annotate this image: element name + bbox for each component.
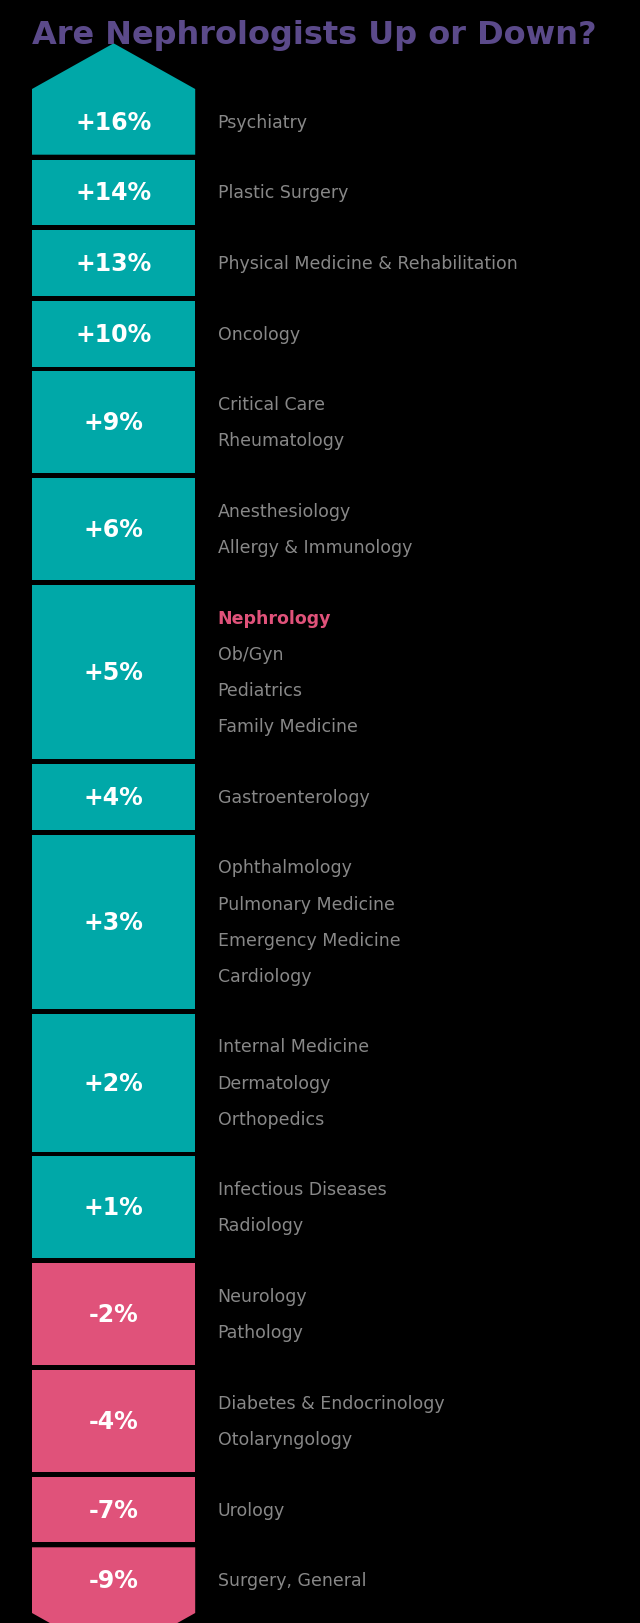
FancyBboxPatch shape — [32, 230, 195, 297]
Text: Pulmonary Medicine: Pulmonary Medicine — [218, 894, 394, 914]
Text: -4%: -4% — [89, 1409, 138, 1433]
FancyBboxPatch shape — [32, 1370, 195, 1472]
Text: Are Nephrologists Up or Down?: Are Nephrologists Up or Down? — [32, 19, 596, 50]
Text: Ob/Gyn: Ob/Gyn — [218, 646, 283, 664]
Text: +4%: +4% — [84, 786, 143, 810]
Text: Neurology: Neurology — [218, 1287, 307, 1305]
Text: Orthopedics: Orthopedics — [218, 1110, 324, 1128]
Polygon shape — [32, 1547, 195, 1623]
FancyBboxPatch shape — [32, 1157, 195, 1258]
Text: Allergy & Immunology: Allergy & Immunology — [218, 539, 412, 557]
Text: Critical Care: Critical Care — [218, 396, 324, 414]
Text: Family Medicine: Family Medicine — [218, 717, 358, 735]
Text: +13%: +13% — [76, 252, 152, 276]
FancyBboxPatch shape — [32, 1263, 195, 1365]
Text: +1%: +1% — [84, 1196, 143, 1219]
Text: Anesthesiology: Anesthesiology — [218, 503, 351, 521]
Text: +14%: +14% — [76, 182, 152, 206]
FancyBboxPatch shape — [32, 586, 195, 760]
FancyBboxPatch shape — [32, 1477, 195, 1542]
Text: -9%: -9% — [89, 1568, 138, 1592]
Text: Pathology: Pathology — [218, 1323, 303, 1341]
Text: Plastic Surgery: Plastic Surgery — [218, 185, 348, 203]
Text: Cardiology: Cardiology — [218, 967, 311, 985]
Text: +2%: +2% — [84, 1071, 143, 1096]
FancyBboxPatch shape — [32, 372, 195, 474]
Text: -2%: -2% — [89, 1302, 138, 1326]
FancyBboxPatch shape — [32, 1014, 195, 1152]
FancyBboxPatch shape — [32, 836, 195, 1010]
Text: +3%: +3% — [84, 911, 143, 935]
Text: +5%: +5% — [84, 661, 143, 685]
Text: Rheumatology: Rheumatology — [218, 432, 345, 450]
Text: Radiology: Radiology — [218, 1217, 304, 1235]
Text: Oncology: Oncology — [218, 326, 300, 344]
Polygon shape — [32, 44, 195, 156]
Text: Internal Medicine: Internal Medicine — [218, 1037, 369, 1057]
Text: Ophthalmology: Ophthalmology — [218, 859, 351, 876]
Text: Nephrology: Nephrology — [218, 609, 331, 628]
Text: +10%: +10% — [76, 323, 152, 346]
FancyBboxPatch shape — [32, 764, 195, 829]
Text: Emergency Medicine: Emergency Medicine — [218, 932, 400, 949]
Text: Diabetes & Endocrinology: Diabetes & Endocrinology — [218, 1394, 444, 1412]
Text: Surgery, General: Surgery, General — [218, 1571, 366, 1589]
Text: -7%: -7% — [89, 1498, 138, 1522]
Text: Urology: Urology — [218, 1501, 285, 1519]
Text: Psychiatry: Psychiatry — [218, 114, 308, 131]
FancyBboxPatch shape — [32, 302, 195, 367]
Text: Infectious Diseases: Infectious Diseases — [218, 1180, 387, 1198]
Text: Otolaryngology: Otolaryngology — [218, 1430, 352, 1448]
FancyBboxPatch shape — [32, 161, 195, 226]
Text: Gastroenterology: Gastroenterology — [218, 789, 369, 807]
Text: +9%: +9% — [84, 411, 143, 435]
Text: +16%: +16% — [76, 110, 152, 135]
Text: +6%: +6% — [84, 518, 143, 542]
FancyBboxPatch shape — [32, 479, 195, 581]
Text: Pediatrics: Pediatrics — [218, 682, 303, 700]
Text: Dermatology: Dermatology — [218, 1074, 331, 1092]
Text: Physical Medicine & Rehabilitation: Physical Medicine & Rehabilitation — [218, 255, 517, 273]
